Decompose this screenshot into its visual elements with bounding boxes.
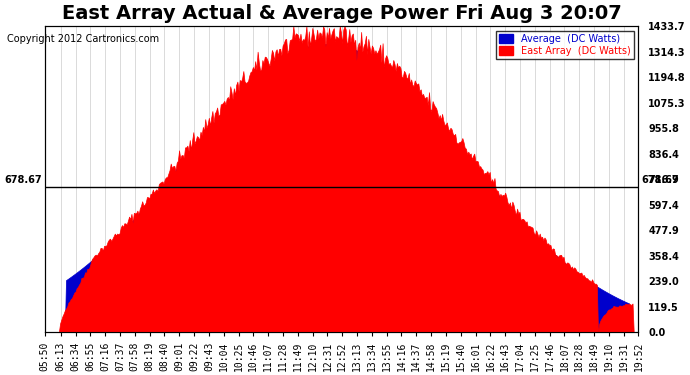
- Title: East Array Actual & Average Power Fri Aug 3 20:07: East Array Actual & Average Power Fri Au…: [61, 4, 622, 23]
- Text: Copyright 2012 Cartronics.com: Copyright 2012 Cartronics.com: [7, 34, 159, 44]
- Legend: Average  (DC Watts), East Array  (DC Watts): Average (DC Watts), East Array (DC Watts…: [495, 31, 633, 59]
- Text: 678.67: 678.67: [641, 175, 679, 184]
- Text: 678.67: 678.67: [4, 175, 42, 184]
